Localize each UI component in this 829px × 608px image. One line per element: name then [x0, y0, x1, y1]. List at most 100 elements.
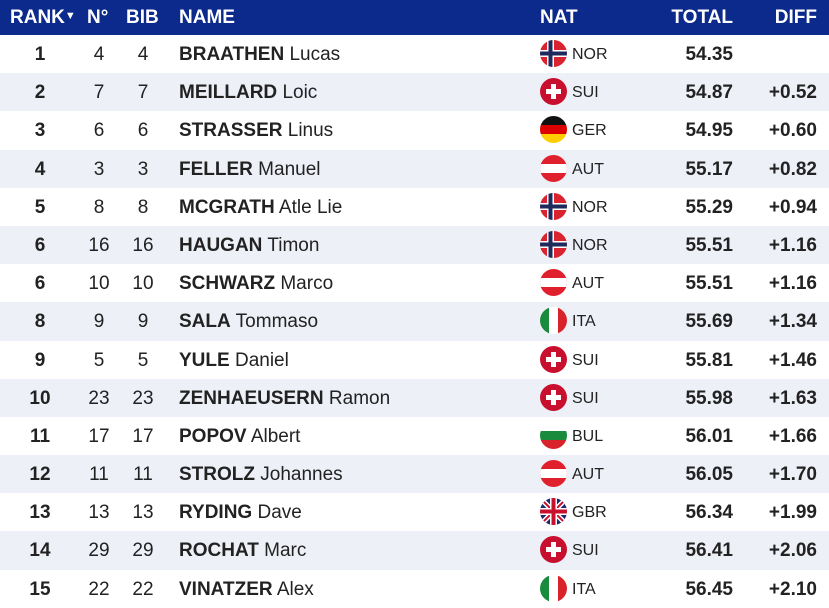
- results-table: 1 4 4 BRAATHEN Lucas NOR 54.35 2 7 7 MEI…: [0, 35, 829, 608]
- table-row[interactable]: 12 11 11 STROLZ Johannes AUT 56.05 +1.70: [0, 455, 829, 494]
- time-diff: +1.99: [768, 502, 817, 524]
- nation: NOR: [572, 236, 608, 254]
- bib: 16: [132, 234, 154, 256]
- table-row[interactable]: 13 13 13 RYDING Dave GBR 56.34 +1.99: [0, 493, 829, 531]
- last-name: STRASSER: [179, 120, 283, 142]
- bib: 8: [137, 196, 149, 218]
- athlete-name[interactable]: STRASSER Linus: [179, 120, 333, 142]
- table-row[interactable]: 10 23 23 ZENHAEUSERN Ramon SUI 55.98 +1.…: [0, 378, 829, 417]
- rank: 12: [29, 464, 51, 486]
- rank: 10: [29, 387, 51, 409]
- table-row[interactable]: 4 3 3 FELLER Manuel AUT 55.17 +0.82: [0, 149, 829, 188]
- total-time: 55.69: [685, 311, 733, 333]
- table-row[interactable]: 8 9 9 SALA Tommaso ITA 55.69 +1.34: [0, 302, 829, 341]
- diff-header[interactable]: DIFF: [774, 7, 817, 28]
- flag-aut-icon: [540, 460, 567, 488]
- flag-aut-icon: [540, 269, 567, 297]
- first-name: Tommaso: [235, 311, 319, 333]
- rank: 15: [29, 578, 51, 600]
- table-row[interactable]: 11 17 17 POPOV Albert BUL 56.01 +1.66: [0, 417, 829, 455]
- athlete-name[interactable]: HAUGAN Timon: [179, 235, 319, 257]
- first-name: Daniel: [234, 349, 289, 371]
- rank: 6: [34, 234, 46, 256]
- first-name: Atle Lie: [278, 196, 343, 218]
- last-name: STROLZ: [179, 464, 255, 486]
- last-name: VINATZER: [179, 578, 273, 600]
- start-number: 29: [88, 540, 110, 562]
- athlete-name[interactable]: SCHWARZ Marco: [179, 273, 333, 295]
- bib: 23: [132, 387, 154, 409]
- table-row[interactable]: 6 16 16 HAUGAN Timon NOR 55.51 +1.16: [0, 225, 829, 265]
- flag-ger-icon: [540, 116, 567, 144]
- nation: SUI: [572, 542, 599, 560]
- start-number: 5: [93, 349, 105, 371]
- last-name: MCGRATH: [179, 196, 275, 218]
- start-number: 6: [93, 120, 105, 142]
- flag-nor-icon: [540, 192, 567, 220]
- nation: AUT: [572, 160, 604, 178]
- last-name: RYDING: [179, 502, 253, 524]
- start-number: 3: [93, 158, 105, 180]
- first-name: Loic: [282, 82, 318, 104]
- athlete-name[interactable]: ZENHAEUSERN Ramon: [179, 388, 390, 410]
- rank-header[interactable]: RANK▼: [10, 7, 76, 28]
- athlete-name[interactable]: YULE Daniel: [179, 350, 289, 372]
- athlete-name[interactable]: POPOV Albert: [179, 426, 300, 448]
- start-number: 23: [88, 387, 110, 409]
- nation: SUI: [572, 84, 599, 102]
- athlete-name[interactable]: VINATZER Alex: [179, 579, 314, 601]
- table-row[interactable]: 3 6 6 STRASSER Linus GER 54.95 +0.60: [0, 111, 829, 149]
- flag-ita-icon: [540, 574, 567, 602]
- athlete-name[interactable]: ROCHAT Marc: [179, 540, 306, 562]
- flag-sui-icon: [540, 536, 567, 564]
- time-diff: +2.06: [768, 540, 817, 562]
- table-row[interactable]: 14 29 29 ROCHAT Marc SUI 56.41 +2.06: [0, 531, 829, 570]
- first-name: Ramon: [328, 387, 391, 409]
- time-diff: +0.82: [768, 158, 817, 180]
- bib-header[interactable]: BIB: [126, 7, 159, 28]
- start-number: 11: [89, 464, 109, 486]
- bib: 6: [137, 120, 149, 142]
- table-row[interactable]: 1 4 4 BRAATHEN Lucas NOR 54.35: [0, 35, 829, 73]
- athlete-name[interactable]: MEILLARD Loic: [179, 82, 317, 104]
- no-header[interactable]: N°: [87, 7, 109, 28]
- total-time: 55.29: [685, 196, 733, 218]
- last-name: FELLER: [179, 158, 253, 180]
- athlete-name[interactable]: BRAATHEN Lucas: [179, 44, 340, 66]
- bib: 13: [132, 502, 154, 524]
- athlete-name[interactable]: RYDING Dave: [179, 502, 302, 524]
- first-name: Marc: [264, 540, 307, 562]
- bib: 9: [137, 311, 149, 333]
- first-name: Johannes: [260, 464, 343, 486]
- athlete-name[interactable]: MCGRATH Atle Lie: [179, 197, 342, 219]
- name-header[interactable]: NAME: [179, 7, 235, 28]
- bib: 17: [132, 425, 154, 447]
- table-row[interactable]: 15 22 22 VINATZER Alex ITA 56.45 +2.10: [0, 570, 829, 608]
- last-name: BRAATHEN: [179, 44, 285, 65]
- table-row[interactable]: 2 7 7 MEILLARD Loic SUI 54.87 +0.52: [0, 73, 829, 112]
- start-number: 8: [93, 196, 105, 218]
- total-time: 55.81: [685, 349, 733, 371]
- flag-sui-icon: [540, 383, 567, 411]
- nation: ITA: [572, 313, 596, 331]
- table-row[interactable]: 9 5 5 YULE Daniel SUI 55.81 +1.46: [0, 341, 829, 379]
- bib: 11: [133, 464, 153, 486]
- start-number: 16: [88, 234, 110, 256]
- nat-header[interactable]: NAT: [540, 7, 578, 28]
- time-diff: +1.63: [768, 387, 817, 409]
- table-row[interactable]: 6 10 10 SCHWARZ Marco AUT 55.51 +1.16: [0, 264, 829, 302]
- first-name: Linus: [287, 120, 334, 142]
- total-time: 56.05: [685, 464, 733, 486]
- rank: 2: [34, 82, 46, 104]
- rank: 14: [29, 540, 51, 562]
- athlete-name[interactable]: FELLER Manuel: [179, 159, 321, 181]
- rank: 4: [34, 158, 46, 180]
- last-name: POPOV: [179, 425, 247, 447]
- athlete-name[interactable]: SALA Tommaso: [179, 311, 318, 333]
- athlete-name[interactable]: STROLZ Johannes: [179, 464, 343, 486]
- table-row[interactable]: 5 8 8 MCGRATH Atle Lie NOR 55.29 +0.94: [0, 188, 829, 226]
- flag-gbr-icon: [540, 498, 567, 526]
- time-diff: +0.60: [768, 120, 817, 142]
- rank: 1: [34, 44, 46, 65]
- total-header[interactable]: TOTAL: [671, 7, 733, 28]
